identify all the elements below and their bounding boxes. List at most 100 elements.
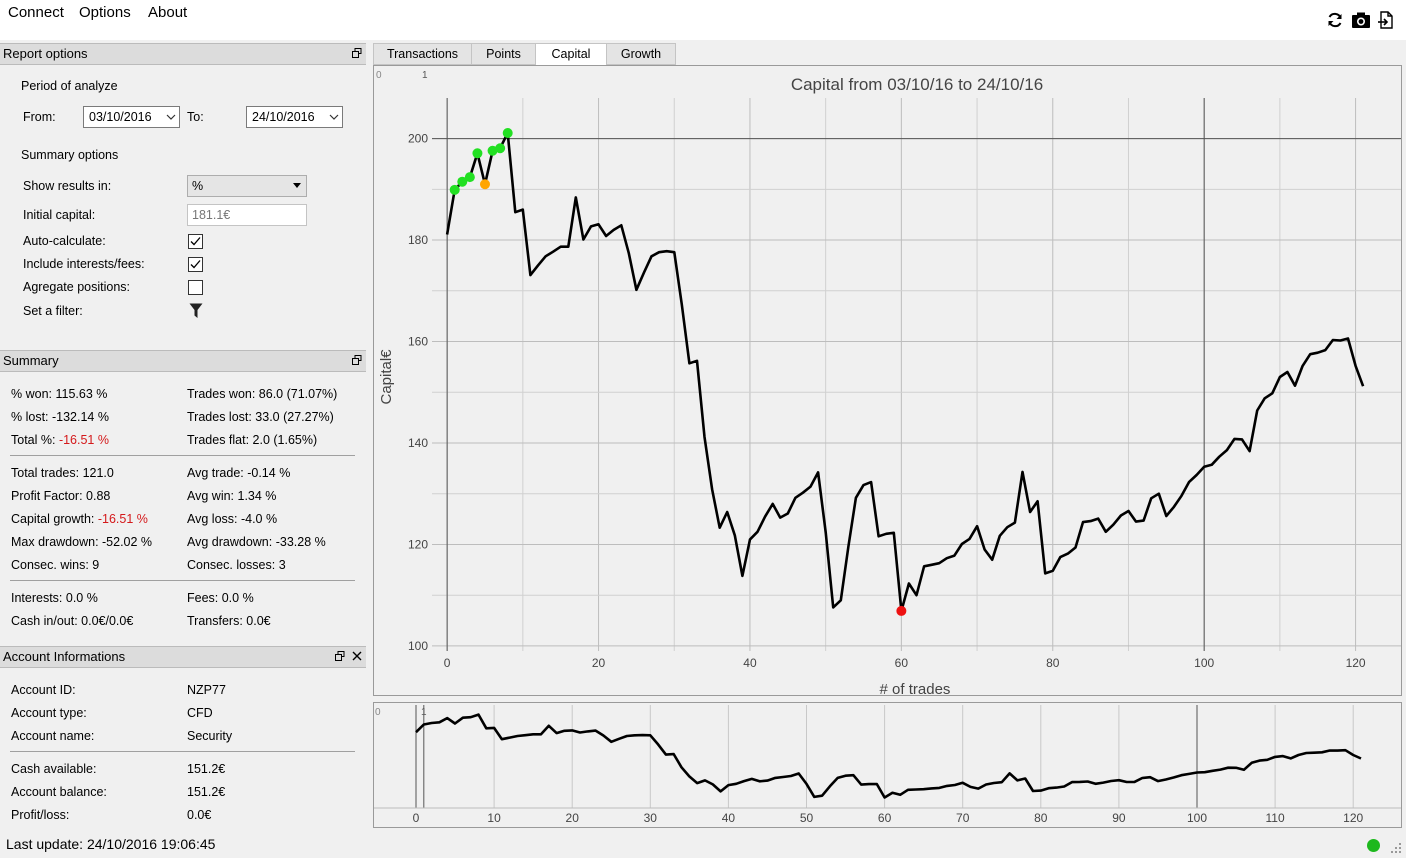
overview-x-tick-label: 0 bbox=[413, 811, 420, 825]
initial-capital-input[interactable]: 181.1€ bbox=[187, 204, 307, 226]
include-interests-label: Include interests/fees: bbox=[23, 257, 145, 271]
tab-points[interactable]: Points bbox=[471, 43, 536, 65]
overview-x-tick-label: 20 bbox=[566, 811, 580, 825]
avg-loss: Avg loss: -4.0 % bbox=[187, 512, 278, 526]
consec-losses: Consec. losses: 3 bbox=[187, 558, 286, 572]
chevron-down-icon[interactable] bbox=[329, 113, 339, 121]
refresh-icon[interactable] bbox=[1325, 10, 1345, 30]
overview-x-tick-label: 70 bbox=[956, 811, 970, 825]
total-trades: Total trades: 121.0 bbox=[11, 466, 114, 480]
capital-chart[interactable]: 0 1 Capital from 03/10/16 to 24/10/16 # … bbox=[373, 65, 1402, 698]
overview-x-tick-label: 100 bbox=[1187, 811, 1207, 825]
chevron-down-icon[interactable] bbox=[166, 113, 176, 121]
filter-label: Set a filter: bbox=[23, 304, 83, 318]
overview-x-tick-label: 30 bbox=[644, 811, 658, 825]
menu-connect[interactable]: Connect bbox=[8, 4, 64, 21]
from-date-input[interactable]: 03/10/2016 bbox=[83, 106, 180, 128]
high-marker bbox=[472, 148, 483, 159]
report-options-header: Report options bbox=[0, 43, 366, 65]
account-type-value: CFD bbox=[187, 706, 213, 720]
x-axis-label: # of trades bbox=[880, 681, 951, 695]
overview-x-tick-label: 40 bbox=[722, 811, 736, 825]
separator bbox=[10, 455, 355, 456]
x-tick-label: 120 bbox=[1346, 656, 1366, 670]
y-tick-label: 120 bbox=[408, 537, 428, 551]
capital-growth-label: Capital growth: bbox=[11, 512, 98, 526]
trades-flat: Trades flat: 2.0 (1.65%) bbox=[187, 433, 318, 447]
include-interests-checkbox[interactable] bbox=[188, 257, 203, 272]
capital-series-line bbox=[445, 131, 1365, 613]
low-marker bbox=[896, 605, 907, 616]
y-tick-label: 140 bbox=[408, 436, 428, 450]
capital-growth: Capital growth: -16.51 % bbox=[11, 512, 148, 526]
account-name-value: Security bbox=[187, 729, 233, 743]
checkmark-icon bbox=[190, 237, 201, 246]
auto-calculate-checkbox[interactable] bbox=[188, 234, 203, 249]
tab-capital[interactable]: Capital bbox=[535, 43, 607, 66]
resize-grip-icon[interactable] bbox=[1390, 842, 1402, 854]
trades-lost: Trades lost: 33.0 (27.27%) bbox=[187, 410, 334, 424]
tab-growth[interactable]: Growth bbox=[606, 43, 676, 65]
won-pct: % won: 115.63 % bbox=[11, 387, 108, 401]
high-marker bbox=[495, 143, 506, 154]
cash-available-value: 151.2€ bbox=[187, 762, 226, 776]
last-update-status: Last update: 24/10/2016 19:06:45 bbox=[6, 836, 216, 852]
account-header: Account Informations bbox=[0, 646, 366, 668]
to-date-input[interactable]: 24/10/2016 bbox=[246, 106, 343, 128]
show-results-value: % bbox=[192, 179, 204, 193]
menu-about[interactable]: About bbox=[148, 4, 188, 21]
to-label: To: bbox=[187, 110, 204, 124]
aggregate-positions-checkbox[interactable] bbox=[188, 280, 203, 295]
menu-options[interactable]: Options bbox=[79, 4, 131, 21]
summary-panel: % won: 115.63 % Trades won: 86.0 (71.07%… bbox=[0, 372, 366, 645]
y-tick-label: 160 bbox=[408, 335, 428, 349]
transfers: Transfers: 0.0€ bbox=[187, 614, 271, 628]
capital-growth-value: -16.51 % bbox=[97, 512, 148, 526]
high-marker bbox=[487, 145, 498, 156]
capital-chart-svg[interactable]: 0 1 Capital from 03/10/16 to 24/10/16 # … bbox=[374, 66, 1401, 698]
x-tick-label: 20 bbox=[592, 656, 606, 670]
x-tick-label: 100 bbox=[1194, 656, 1214, 670]
report-options-panel: Period of analyze From: 03/10/2016 To: 2… bbox=[0, 65, 366, 348]
avg-drawdown: Avg drawdown: -33.28 % bbox=[187, 535, 326, 549]
show-results-select[interactable]: % bbox=[187, 175, 307, 197]
summary-options-label: Summary options bbox=[21, 148, 119, 162]
restore-icon[interactable] bbox=[352, 355, 362, 365]
close-icon[interactable] bbox=[352, 651, 362, 661]
dropdown-arrow-icon[interactable] bbox=[293, 183, 301, 189]
overview-x-tick-label: 80 bbox=[1034, 811, 1048, 825]
avg-trade: Avg trade: -0.14 % bbox=[187, 466, 291, 480]
account-type-label: Account type: bbox=[11, 706, 87, 720]
tab-transactions[interactable]: Transactions bbox=[373, 43, 472, 65]
cash-inout: Cash in/out: 0.0€/0.0€ bbox=[11, 614, 134, 628]
x-tick-label: 80 bbox=[1046, 656, 1060, 670]
account-balance-label: Account balance: bbox=[11, 785, 107, 799]
max-drawdown: Max drawdown: -52.02 % bbox=[11, 535, 153, 549]
lost-pct: % lost: -132.14 % bbox=[11, 410, 109, 424]
export-icon[interactable] bbox=[1376, 10, 1396, 30]
restore-icon[interactable] bbox=[352, 48, 362, 58]
filter-icon[interactable] bbox=[189, 303, 203, 319]
aggregate-positions-label: Agregate positions: bbox=[23, 280, 131, 294]
menu-bar: Connect Options About bbox=[0, 0, 1406, 40]
interests: Interests: 0.0 % bbox=[11, 591, 98, 605]
trades-won: Trades won: 86.0 (71.07%) bbox=[187, 387, 338, 401]
total-pct: Total %: -16.51 % bbox=[11, 433, 109, 447]
profit-loss-value: 0.0€ bbox=[187, 808, 212, 822]
overview-x-tick-label: 120 bbox=[1343, 811, 1363, 825]
y-axis-label: Capital€ bbox=[378, 349, 395, 405]
restore-icon[interactable] bbox=[335, 651, 345, 661]
x-tick-label: 60 bbox=[895, 656, 909, 670]
account-name-label: Account name: bbox=[11, 729, 95, 743]
account-id-label: Account ID: bbox=[11, 683, 76, 697]
summary-header: Summary bbox=[0, 350, 366, 372]
total-pct-value: -16.51 % bbox=[58, 433, 109, 447]
overview-corner-label: 0 bbox=[375, 707, 381, 718]
dip-marker bbox=[479, 179, 490, 190]
initial-capital-label: Initial capital: bbox=[23, 208, 96, 222]
separator bbox=[10, 751, 355, 752]
account-balance-value: 151.2€ bbox=[187, 785, 226, 799]
camera-icon[interactable] bbox=[1351, 10, 1371, 30]
